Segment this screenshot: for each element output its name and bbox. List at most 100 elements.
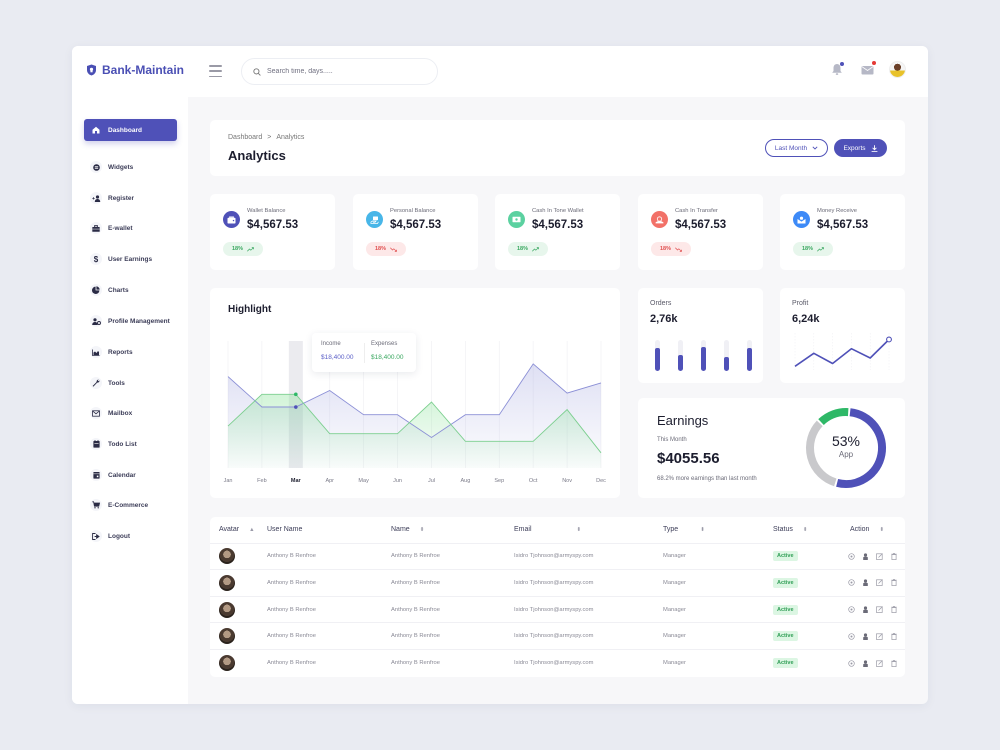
avatar-cell bbox=[219, 650, 235, 677]
table-row[interactable]: Anthony B Renfroe Anthony B Renfroe Isid… bbox=[210, 597, 905, 624]
table-row[interactable]: Anthony B Renfroe Anthony B Renfroe Isid… bbox=[210, 544, 905, 571]
highlight-area-chart[interactable] bbox=[210, 288, 620, 498]
sidebar-item-dashboard[interactable]: Dashboard bbox=[84, 119, 177, 141]
trend-up-icon bbox=[532, 246, 539, 252]
eye-icon[interactable] bbox=[848, 579, 855, 587]
table-row[interactable]: Anthony B Renfroe Anthony B Renfroe Isid… bbox=[210, 623, 905, 650]
status-badge: Active bbox=[773, 658, 798, 669]
x-axis-label: Nov bbox=[562, 478, 572, 484]
edit-icon[interactable] bbox=[876, 606, 883, 613]
sidebar-item-charts[interactable]: Charts bbox=[84, 279, 177, 301]
page-title: Analytics bbox=[228, 148, 286, 163]
period-select[interactable]: Last Month bbox=[765, 139, 828, 157]
user-name-cell: Anthony B Renfroe bbox=[267, 553, 316, 560]
sort-icon: ⬍ bbox=[879, 526, 885, 533]
chart-title: Highlight bbox=[228, 304, 272, 315]
sidebar-item-label: Logout bbox=[108, 532, 131, 540]
trend-down-icon bbox=[390, 246, 397, 252]
change-value: 18% bbox=[801, 246, 813, 252]
user-icon[interactable] bbox=[862, 660, 869, 667]
sidebar-item-register[interactable]: Register bbox=[84, 187, 177, 209]
sidebar-item-widgets[interactable]: Widgets bbox=[84, 156, 177, 178]
header-label: User Name bbox=[267, 526, 303, 534]
column-header-user-name[interactable]: User Name bbox=[267, 517, 302, 543]
avatar[interactable] bbox=[219, 574, 235, 591]
search-box[interactable] bbox=[241, 58, 438, 85]
logo[interactable]: Bank-Maintain bbox=[86, 63, 184, 77]
sidebar-item-label: E-wallet bbox=[108, 224, 133, 232]
hamburger-line bbox=[209, 65, 222, 67]
stat-value: $4,567.53 bbox=[817, 219, 869, 231]
menu-toggle-button[interactable] bbox=[209, 65, 222, 77]
user-avatar[interactable] bbox=[889, 61, 906, 78]
table-row[interactable]: Anthony B Renfroe Anthony B Renfroe Isid… bbox=[210, 650, 905, 677]
change-value: 18% bbox=[374, 246, 386, 252]
user-icon[interactable] bbox=[862, 633, 869, 640]
top-bar: Bank-Maintain bbox=[72, 46, 928, 97]
sidebar-item-user-earnings[interactable]: $ User Earnings bbox=[84, 248, 177, 270]
name-cell: Anthony B Renfroe bbox=[391, 633, 440, 640]
sidebar-item-logout[interactable]: Logout bbox=[84, 525, 177, 547]
trash-icon[interactable] bbox=[890, 659, 897, 667]
avatar[interactable] bbox=[219, 601, 235, 618]
sidebar-item-label: Register bbox=[108, 194, 135, 202]
breadcrumb-dashboard-link[interactable]: Dashboard bbox=[228, 134, 263, 141]
stat-label: Cash In Tone Wallet bbox=[532, 208, 584, 214]
sidebar-item-calendar[interactable]: Calendar bbox=[84, 464, 177, 486]
profit-line-chart bbox=[794, 333, 892, 370]
messages-button[interactable] bbox=[859, 60, 876, 78]
sidebar-item-todo-list[interactable]: Todo List bbox=[84, 433, 177, 455]
table-row[interactable]: Anthony B Renfroe Anthony B Renfroe Isid… bbox=[210, 570, 905, 597]
bell-icon bbox=[832, 64, 842, 75]
column-header-avatar[interactable]: Avatar ▲ bbox=[219, 517, 255, 543]
trash-icon[interactable] bbox=[890, 632, 897, 640]
eye-icon[interactable] bbox=[848, 553, 855, 560]
column-header-status[interactable]: Status ⬍ bbox=[773, 517, 807, 543]
hamburger-line bbox=[209, 75, 222, 77]
calendar-icon bbox=[90, 469, 102, 481]
mail-dot bbox=[872, 60, 876, 65]
export-button[interactable]: Exports bbox=[834, 139, 887, 157]
trash-icon[interactable] bbox=[890, 579, 897, 587]
sidebar-item-e-commerce[interactable]: E-Commerce bbox=[84, 494, 177, 516]
edit-icon[interactable] bbox=[876, 579, 883, 587]
user-icon[interactable] bbox=[862, 579, 869, 587]
notification-dot bbox=[840, 61, 844, 66]
period-select-value: Last Month bbox=[774, 144, 808, 152]
user-plus-icon bbox=[90, 192, 102, 204]
notifications-button[interactable] bbox=[829, 61, 845, 78]
breadcrumb-current: Analytics bbox=[276, 134, 305, 141]
avatar[interactable] bbox=[219, 655, 235, 672]
user-name-cell: Anthony B Renfroe bbox=[267, 606, 316, 613]
x-axis-label: Jan bbox=[223, 478, 233, 484]
orders-bar bbox=[747, 340, 752, 371]
sidebar-item-tools[interactable]: Tools bbox=[84, 372, 177, 394]
column-header-action[interactable]: Action ⬍ bbox=[850, 517, 884, 543]
edit-icon[interactable] bbox=[876, 660, 883, 667]
sort-icon: ⬍ bbox=[700, 526, 705, 533]
eye-icon[interactable] bbox=[848, 660, 855, 667]
trash-icon[interactable] bbox=[890, 552, 897, 560]
status-cell: Active bbox=[773, 570, 798, 596]
avatar[interactable] bbox=[219, 628, 235, 645]
column-header-name[interactable]: Name ⬍ bbox=[391, 517, 424, 543]
hamburger-line bbox=[209, 70, 222, 72]
avatar[interactable] bbox=[219, 548, 235, 565]
sidebar-item-reports[interactable]: Reports bbox=[84, 341, 177, 363]
eye-icon[interactable] bbox=[848, 606, 855, 613]
sidebar-item-mailbox[interactable]: Mailbox bbox=[84, 402, 177, 424]
sort-icon: ⬍ bbox=[802, 526, 808, 533]
column-header-type[interactable]: Type ⬍ bbox=[663, 517, 705, 543]
sidebar-item-label: Dashboard bbox=[108, 126, 142, 134]
user-name-cell: Anthony B Renfroe bbox=[267, 660, 316, 667]
edit-icon[interactable] bbox=[876, 553, 883, 560]
edit-icon[interactable] bbox=[876, 632, 883, 640]
user-icon[interactable] bbox=[862, 553, 869, 560]
column-header-email[interactable]: Email ⬍ bbox=[514, 517, 581, 543]
sidebar-item-e-wallet[interactable]: E-wallet bbox=[84, 217, 177, 239]
sidebar-item-profile-management[interactable]: Profile Management bbox=[84, 310, 177, 332]
eye-icon[interactable] bbox=[848, 633, 855, 640]
user-icon[interactable] bbox=[862, 606, 869, 614]
search-input[interactable] bbox=[267, 68, 417, 75]
trash-icon[interactable] bbox=[890, 606, 897, 614]
